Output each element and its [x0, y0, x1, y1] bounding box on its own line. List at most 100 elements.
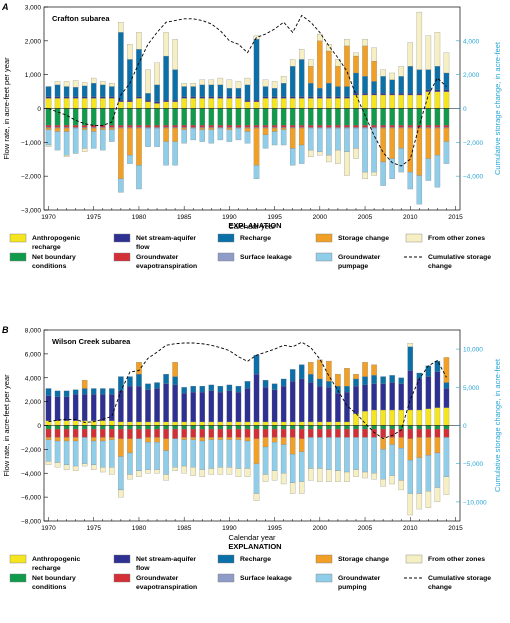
- bar-stream-1998: [298, 96, 305, 99]
- bar-recharge-1998: [298, 364, 305, 380]
- bar-pumpage-neg-1979: [127, 452, 133, 475]
- bar-recharge-1970: [45, 388, 52, 396]
- bar-et-neg-1979: [127, 428, 133, 439]
- bar-storage-neg-1980: [136, 127, 142, 166]
- bar-et-neg-1984: [172, 125, 178, 128]
- legend-label-boundary: Net boundary: [32, 575, 76, 582]
- bar-storage-neg-1979: [127, 438, 133, 454]
- bar-boundary-neg-1990: [226, 425, 233, 430]
- bar-storage-neg-1970: [45, 437, 52, 440]
- bar-recharge-2000: [317, 88, 323, 97]
- bar-boundary-neg-1987: [199, 108, 206, 126]
- bar-et-neg-1978: [118, 125, 124, 128]
- x-tick-label: 1990: [222, 525, 237, 532]
- bar-pumpage-neg-1998: [298, 144, 305, 164]
- bar-anthropogenic-1994: [262, 98, 269, 109]
- bar-other_zones-1998: [298, 49, 305, 60]
- bar-stream-1970: [45, 395, 52, 421]
- bar-stream-1991: [235, 391, 242, 423]
- y-tick-label: −4,000: [21, 471, 41, 478]
- bar-storage-neg-1972: [63, 437, 70, 442]
- legend-swatch-recharge: [217, 554, 235, 564]
- bar-storage-neg-1985: [181, 437, 187, 440]
- bar-recharge-1974: [81, 388, 88, 395]
- bar-stream-1994: [262, 96, 269, 99]
- bar-anthropogenic-2003: [344, 421, 350, 426]
- bar-et-neg-2002: [335, 428, 341, 438]
- bar-other_zones-neg-1996: [280, 473, 287, 485]
- bar-recharge-1970: [45, 86, 52, 97]
- bar-anthropogenic-1990: [226, 421, 233, 426]
- bar-pumpage-neg-2000: [317, 127, 323, 152]
- bar-stream-1994: [262, 387, 269, 423]
- bar-stream-2004: [353, 93, 359, 96]
- bar-anthropogenic-1998: [298, 421, 305, 426]
- bar-pumpage-neg-1978: [118, 178, 124, 193]
- bar-recharge-1995: [271, 383, 278, 390]
- bar-et-neg-2008: [389, 125, 395, 128]
- bar-other_zones-neg-2002: [335, 149, 341, 164]
- bar-other_zones-2010: [407, 42, 414, 67]
- bar-stream-1998: [298, 378, 305, 423]
- bar-anthropogenic-1992: [244, 101, 251, 109]
- bar-boundary-neg-1980: [136, 425, 142, 430]
- bar-boundary-neg-1982: [154, 425, 160, 430]
- panel-letter: A: [1, 2, 9, 12]
- bar-stream-1976: [100, 394, 106, 421]
- bar-pumpage-neg-1990: [226, 129, 233, 142]
- bar-storage-1974: [81, 380, 88, 389]
- bar-boundary-neg-2009: [398, 108, 404, 126]
- bar-boundary-neg-1985: [181, 425, 187, 430]
- bar-recharge-1993: [253, 354, 260, 375]
- bar-boundary-neg-1983: [163, 425, 169, 430]
- bar-storage-neg-2008: [389, 127, 395, 159]
- bar-pumpage-neg-2006: [371, 437, 377, 474]
- bar-boundary-neg-1984: [172, 425, 178, 430]
- legend-item-storage: Storage change: [315, 554, 389, 564]
- bar-stream-1997: [289, 381, 296, 423]
- bar-stream-1973: [72, 394, 79, 421]
- bar-other_zones-1999: [308, 59, 314, 67]
- x-tick-label: 2000: [313, 214, 328, 221]
- legend-item-anthropogenic: Anthropogenic recharge: [9, 233, 81, 251]
- bar-recharge-1984: [172, 69, 178, 101]
- bar-storage-neg-1985: [181, 127, 187, 130]
- bar-other_zones-1974: [81, 82, 88, 86]
- bar-et-neg-2013: [434, 428, 441, 438]
- y-right-axis-title: Cumulative storage change, in acre-feet: [493, 358, 502, 492]
- bar-recharge-1992: [244, 84, 251, 101]
- x-tick-label: 1975: [87, 525, 102, 532]
- bar-storage-1984: [172, 362, 178, 377]
- panel-subtitle: Wilson Creek subarea: [52, 337, 131, 346]
- bar-storage-2014: [443, 357, 450, 383]
- bar-stream-1987: [199, 96, 206, 99]
- bar-boundary-neg-2004: [353, 425, 359, 430]
- bar-stream-1986: [190, 96, 196, 99]
- bar-boundary-neg-1979: [127, 425, 133, 430]
- bar-et-neg-1980: [136, 428, 142, 439]
- bar-other_zones-neg-1976: [100, 467, 106, 473]
- bar-storage-2003: [344, 368, 350, 387]
- bar-storage-2005: [362, 45, 368, 77]
- legend-item-cumulative: Cumulative storage change: [404, 254, 491, 270]
- bar-recharge-1975: [90, 83, 97, 97]
- bar-other_zones-1993: [253, 35, 260, 40]
- bar-other_zones-neg-1991: [235, 468, 242, 477]
- bar-boundary-neg-2010: [407, 425, 414, 430]
- bar-anthropogenic-1978: [118, 101, 124, 109]
- bar-boundary-neg-1976: [100, 425, 106, 430]
- bar-other_zones-neg-2006: [371, 171, 377, 176]
- y-tick-label: 4,000: [25, 375, 42, 382]
- bar-pumpage-neg-2004: [353, 127, 359, 149]
- bar-storage-1980: [136, 362, 142, 375]
- panel-letter: B: [2, 325, 9, 335]
- bar-anthropogenic-1978: [118, 421, 124, 426]
- bar-boundary-neg-1993: [253, 108, 260, 126]
- bar-pumpage-neg-1986: [190, 439, 196, 468]
- bar-recharge-1988: [208, 84, 215, 97]
- bar-recharge-2007: [380, 76, 386, 94]
- bar-anthropogenic-1973: [72, 420, 79, 426]
- bar-stream-2008: [389, 93, 395, 96]
- bar-et-neg-1998: [298, 428, 305, 439]
